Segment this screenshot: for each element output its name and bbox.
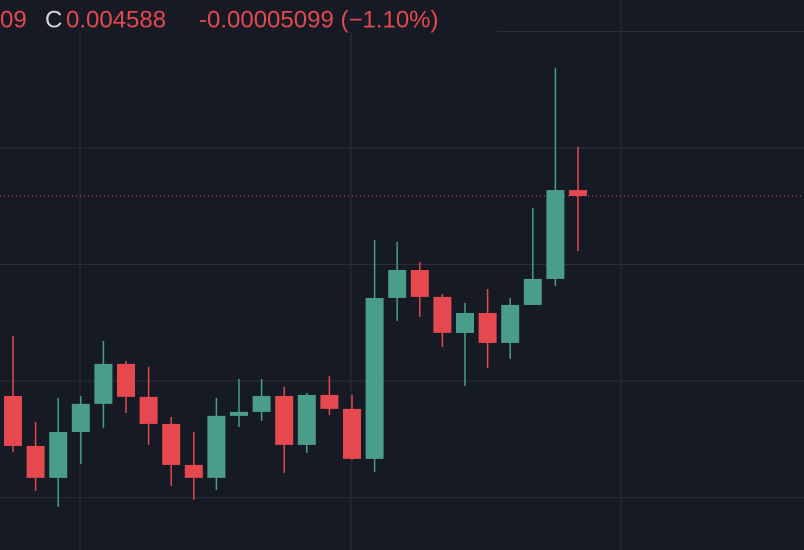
candle-body bbox=[365, 297, 384, 459]
candle-body bbox=[388, 269, 407, 298]
candle-body bbox=[456, 312, 474, 333]
candle-body bbox=[433, 296, 452, 333]
candle-body bbox=[320, 394, 339, 409]
candle-body bbox=[343, 408, 361, 459]
candle-body bbox=[4, 395, 22, 446]
candle-body bbox=[184, 464, 203, 478]
candle-body bbox=[297, 394, 316, 445]
candle-body bbox=[26, 445, 45, 478]
candle-body bbox=[94, 363, 113, 404]
header-background bbox=[0, 0, 497, 32]
candle-body bbox=[252, 395, 271, 412]
candle-body bbox=[117, 363, 135, 397]
candle-body bbox=[162, 423, 181, 465]
candle-body bbox=[523, 278, 542, 305]
header-close: 0.004588 bbox=[66, 6, 166, 33]
candle-body bbox=[71, 403, 90, 432]
header-close-label: C bbox=[45, 6, 62, 33]
candle-body bbox=[275, 395, 294, 445]
candle-body bbox=[410, 269, 429, 297]
header-fragment: 09 bbox=[0, 6, 27, 33]
candle-body bbox=[230, 411, 248, 416]
candle-body bbox=[49, 431, 68, 478]
candle-body bbox=[501, 304, 520, 343]
candle-body bbox=[207, 415, 226, 478]
candle-body bbox=[569, 190, 587, 196]
candle-body bbox=[139, 396, 158, 424]
candle-body bbox=[546, 190, 565, 279]
header-change: -0.00005099 (−1.10%) bbox=[199, 6, 439, 33]
candle-body bbox=[478, 312, 497, 343]
